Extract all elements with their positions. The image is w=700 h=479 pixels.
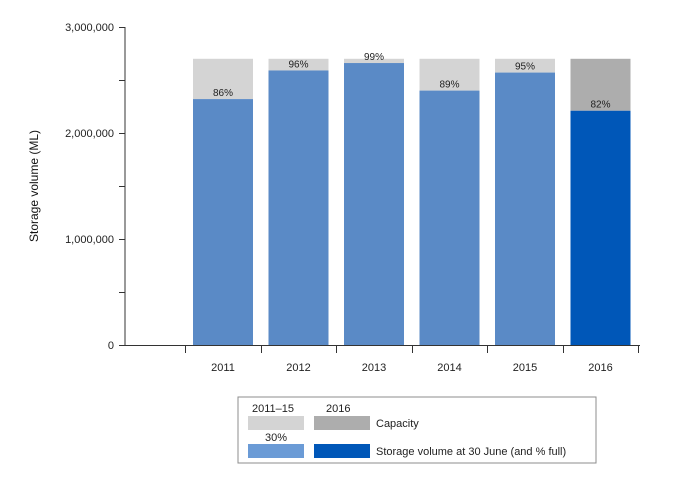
y-tick-label: 2,000,000 <box>65 128 114 140</box>
legend-header-2016: 2016 <box>326 403 350 415</box>
legend: 2011–15 2016 Capacity 30% Storage volume… <box>237 396 597 464</box>
bars: 86% 96% 99% 89% 95% 82% <box>193 52 631 346</box>
legend-swatch-volume-2016 <box>314 444 370 458</box>
legend-swatch-volume-2011-15 <box>248 444 304 458</box>
capacity-bar-2014 <box>419 58 480 91</box>
x-axis: 2011 2012 2013 2014 2015 2016 <box>125 345 640 374</box>
capacity-bar-2013 <box>344 58 404 64</box>
volume-bar-2012 <box>268 70 329 346</box>
volume-bar-2013 <box>344 63 404 345</box>
y-tick-label: 1,000,000 <box>65 234 114 246</box>
legend-swatch-sample-label: 30% <box>265 432 287 444</box>
percent-label-2011: 86% <box>213 88 233 99</box>
percent-label-2013: 99% <box>364 52 384 63</box>
capacity-bar-2011 <box>193 58 253 100</box>
x-tick-label-2013: 2013 <box>362 362 386 374</box>
x-tick-label-2016: 2016 <box>588 362 612 374</box>
legend-swatch-capacity-2016 <box>314 416 370 430</box>
x-tick-label-2014: 2014 <box>437 362 461 374</box>
legend-swatch-capacity-2011-15 <box>248 416 304 430</box>
volume-bar-2011 <box>193 99 253 345</box>
percent-label-2016: 82% <box>590 100 610 111</box>
y-tick-label: 0 <box>108 340 114 352</box>
legend-label-volume: Storage volume at 30 June (and % full) <box>376 446 566 458</box>
legend-header-2011-15: 2011–15 <box>252 403 294 415</box>
x-tick-label-2015: 2015 <box>513 362 537 374</box>
y-axis: 0 1,000,000 2,000,000 3,000,000 <box>65 22 126 352</box>
volume-bar-2015 <box>495 72 555 345</box>
legend-label-capacity: Capacity <box>376 418 419 430</box>
capacity-bar-2015 <box>495 58 555 73</box>
percent-label-2012: 96% <box>288 59 308 70</box>
percent-label-2015: 95% <box>515 62 535 73</box>
volume-bar-2016 <box>570 110 631 346</box>
x-tick-label-2011: 2011 <box>211 362 235 374</box>
x-tick-label-2012: 2012 <box>286 362 310 374</box>
y-axis-title: Storage volume (ML) <box>27 130 41 242</box>
y-tick-label: 3,000,000 <box>65 22 114 34</box>
capacity-bar-2012 <box>268 58 329 71</box>
volume-bar-2014 <box>419 90 480 345</box>
percent-label-2014: 89% <box>439 80 459 91</box>
capacity-bar-2016 <box>570 58 631 111</box>
